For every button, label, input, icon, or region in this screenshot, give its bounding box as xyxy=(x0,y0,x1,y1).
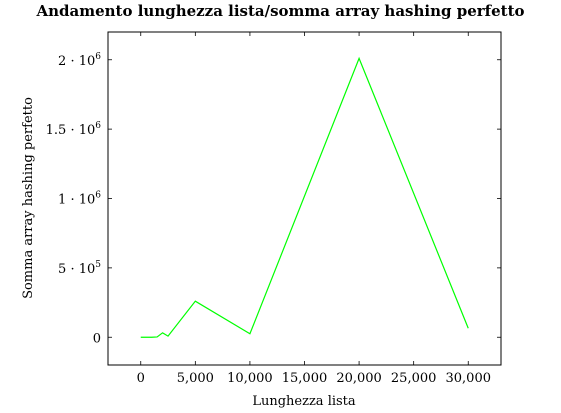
x-tick-label: 25,000 xyxy=(391,371,437,386)
series-group xyxy=(140,56,469,338)
x-tick-label: 15,000 xyxy=(282,371,328,386)
y-tick-label: 5 · 105 xyxy=(58,260,101,277)
x-tick-label: 0 xyxy=(137,371,145,386)
y-tick-label: 1.5 · 106 xyxy=(46,121,102,138)
x-tick-label: 30,000 xyxy=(446,371,492,386)
x-axis-label: Lunghezza lista xyxy=(252,394,356,409)
chart-title: Andamento lunghezza lista/somma array ha… xyxy=(36,2,525,20)
y-axis-label: Somma array hashing perfetto xyxy=(21,97,36,299)
series-line xyxy=(140,56,469,338)
x-axis: 0 5,000 10,000 15,000 20,000 25,000 30,000 xyxy=(137,32,491,386)
x-tick-label: 20,000 xyxy=(336,371,382,386)
plot-frame xyxy=(107,31,502,366)
x-tick-label: 5,000 xyxy=(177,371,214,386)
y-axis: 0 5 · 105 1 · 106 1.5 · 106 2 · 106 xyxy=(46,52,501,346)
y-tick-label: 1 · 106 xyxy=(58,191,101,208)
x-tick-label: 10,000 xyxy=(227,371,273,386)
y-tick-label: 0 xyxy=(93,331,101,346)
y-tick-label: 2 · 106 xyxy=(58,52,101,69)
